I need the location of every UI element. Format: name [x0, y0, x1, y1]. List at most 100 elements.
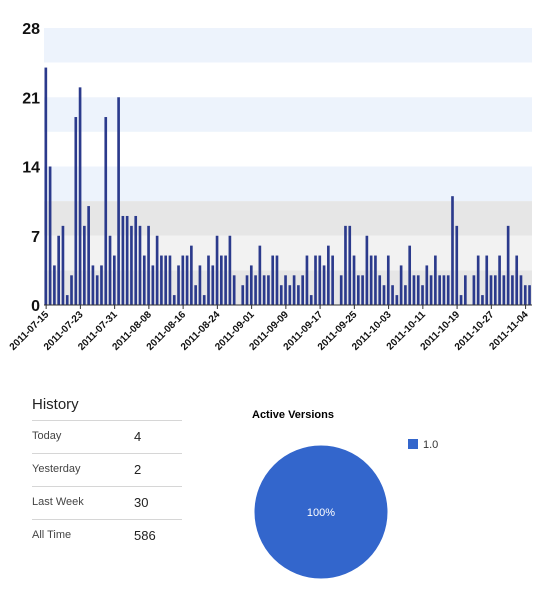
bar: [292, 275, 296, 305]
bar-series: [44, 67, 531, 306]
bar: [404, 285, 407, 305]
pie-slice-label: 100%: [307, 507, 335, 519]
bar: [155, 235, 159, 305]
bar: [275, 255, 279, 305]
history-label: All Time: [32, 529, 72, 541]
bar: [220, 255, 223, 305]
bar: [523, 285, 527, 305]
bar: [194, 285, 197, 305]
history-value: 4: [134, 429, 142, 444]
bar: [104, 117, 108, 306]
bar: [241, 285, 245, 305]
bar: [391, 285, 394, 305]
pie-chart-title: Active Versions: [252, 409, 334, 421]
bar: [528, 285, 531, 305]
bar: [245, 275, 249, 305]
bar: [190, 245, 193, 305]
background-band: [44, 166, 532, 202]
bar: [125, 215, 129, 305]
bar: [65, 295, 69, 305]
bar: [202, 295, 206, 305]
background-band: [44, 201, 532, 236]
bar: [322, 265, 326, 305]
y-tick-label: 7: [31, 229, 40, 246]
bar: [476, 255, 480, 305]
bar: [438, 275, 441, 305]
bar: [382, 285, 386, 305]
bar: [425, 265, 429, 305]
bar: [506, 225, 510, 305]
bar: [318, 255, 322, 305]
bar: [301, 275, 304, 305]
history-value: 586: [134, 528, 156, 543]
bar: [211, 265, 215, 305]
history-row-last-week: Last Week 30: [32, 486, 182, 519]
bar: [207, 255, 210, 305]
bar: [451, 196, 454, 305]
bar: [271, 255, 275, 305]
bar: [352, 255, 356, 305]
y-tick-label: 21: [22, 90, 40, 107]
bar: [198, 265, 202, 305]
bar: [481, 295, 484, 305]
bar: [446, 275, 450, 305]
bar: [181, 255, 185, 305]
bar: [70, 275, 73, 305]
bar: [464, 275, 467, 305]
bar: [262, 275, 266, 305]
bar: [142, 255, 146, 305]
bar: [327, 245, 330, 305]
bar: [83, 225, 86, 305]
bar: [421, 285, 424, 305]
history-label: Last Week: [32, 496, 84, 508]
bar: [151, 265, 155, 305]
bar: [232, 275, 236, 305]
active-versions-pie-chart: 100% 1.0: [253, 439, 438, 580]
background-band: [44, 131, 532, 167]
bar: [348, 225, 352, 305]
daily-bar-chart: 0 7 14 21 28 2011-07-152011-07-232011-07-312…: [8, 21, 532, 353]
bar: [297, 285, 300, 305]
bar: [502, 275, 506, 305]
history-row-yesterday: Yesterday 2: [32, 453, 182, 486]
bar: [249, 265, 253, 305]
bar: [164, 255, 168, 305]
bar: [100, 265, 103, 305]
history-value: 30: [134, 495, 149, 510]
bar: [108, 235, 112, 305]
bar: [224, 255, 227, 305]
bar: [429, 275, 433, 305]
bar: [519, 275, 523, 305]
history-label: Yesterday: [32, 463, 81, 475]
bar: [361, 275, 364, 305]
bar: [365, 235, 369, 305]
y-tick-label: 28: [22, 21, 40, 38]
bar: [498, 255, 501, 305]
bar: [493, 275, 497, 305]
history-panel: History Today 4 Yesterday 2 Last Week 30…: [32, 396, 182, 552]
bar: [160, 255, 163, 305]
bar: [215, 235, 219, 305]
bar: [130, 225, 133, 305]
bar: [61, 225, 65, 305]
bar: [284, 275, 287, 305]
chart-background-bands: [44, 28, 532, 305]
bar: [288, 285, 292, 305]
bar: [117, 97, 120, 305]
y-tick-label: 14: [22, 160, 40, 177]
y-tick-label: 0: [31, 298, 40, 315]
bar: [515, 255, 519, 305]
bar: [168, 255, 172, 305]
bar: [369, 255, 373, 305]
bar: [305, 255, 309, 305]
bar: [172, 295, 176, 305]
bar: [408, 245, 412, 305]
bar: [339, 275, 343, 305]
bar: [434, 255, 437, 305]
background-band: [44, 62, 532, 98]
x-axis-ticks: 2011-07-152011-07-232011-07-312011-08-08…: [8, 305, 531, 353]
bar: [416, 275, 420, 305]
bar: [57, 235, 60, 305]
bar: [121, 215, 125, 305]
bar: [511, 275, 514, 305]
